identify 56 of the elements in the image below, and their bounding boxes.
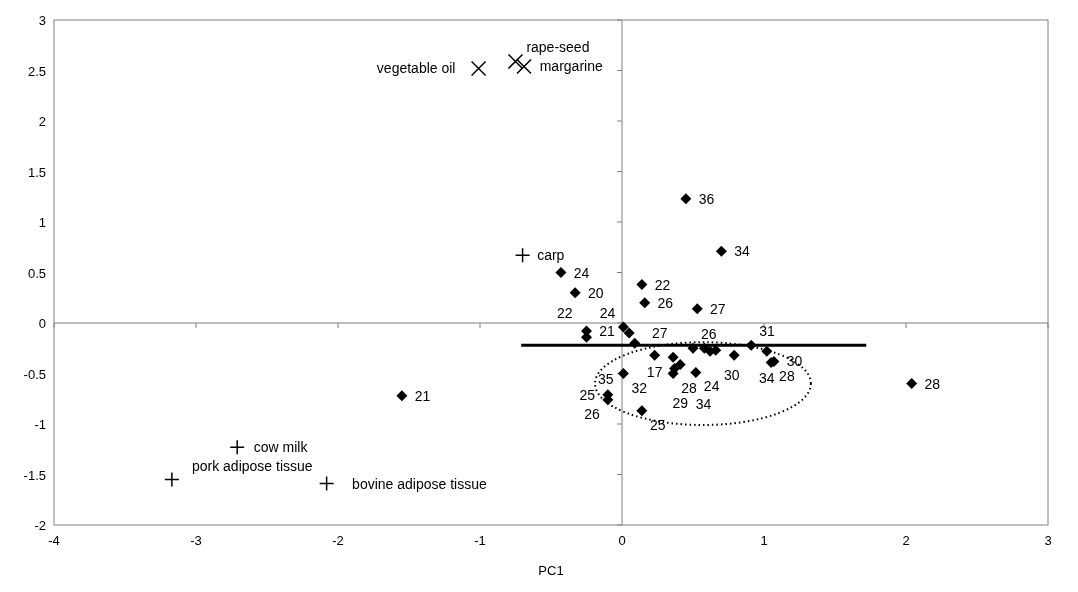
annotation: 30	[724, 367, 740, 384]
y-tick-label: -1	[34, 417, 46, 432]
y-tick-label: -2	[34, 518, 46, 533]
annotation: carp	[537, 247, 565, 264]
annotation: 34	[695, 396, 712, 413]
annotation: bovine adipose tissue	[352, 475, 487, 492]
y-tick-label: -0.5	[23, 366, 46, 382]
annotation: 31	[759, 323, 776, 340]
y-tick-label: 0	[38, 316, 46, 331]
x-tick-label: -1	[474, 533, 486, 548]
x-tick-label: 0	[618, 533, 626, 548]
annotation: 34	[734, 243, 750, 260]
x-tick-label: 2	[902, 533, 910, 548]
y-tick-label: 1.5	[27, 164, 46, 180]
annotation: pork adipose tissue	[191, 457, 313, 474]
annotation: 32	[631, 379, 648, 396]
annotation: 22	[654, 276, 671, 293]
annotation: 26	[584, 405, 600, 422]
annotation: 28	[924, 375, 941, 392]
annotation: 35	[597, 371, 614, 388]
annotation: 20	[587, 284, 604, 301]
annotation: 30	[786, 353, 803, 370]
annotation: 21	[599, 323, 616, 340]
y-tick-label: 3	[38, 13, 46, 28]
annotation: margarine	[539, 58, 603, 75]
annotation: 28	[779, 368, 795, 385]
x-tick-label: -2	[332, 533, 344, 548]
annotation: 24	[573, 264, 590, 281]
annotation: 26	[701, 326, 717, 343]
x-axis-title: PC1	[538, 563, 564, 578]
x-tick-label: 1	[760, 533, 768, 548]
annotation: vegetable oil	[376, 60, 456, 77]
annotation: 27	[710, 300, 726, 317]
annotation: 29	[672, 395, 689, 412]
annotation: 24	[703, 378, 720, 395]
annotation: 21	[414, 387, 431, 404]
annotation: cow milk	[253, 439, 309, 456]
annotation: 36	[698, 190, 715, 207]
annotation: 27	[651, 325, 668, 342]
annotation: rape-seed	[526, 39, 590, 56]
y-tick-label: 2.5	[27, 63, 46, 79]
annotation: 34	[759, 370, 775, 387]
annotation: 17	[646, 364, 663, 381]
annotation: 22	[556, 305, 573, 322]
annotation: 24	[599, 305, 616, 322]
annotation: 25	[579, 386, 596, 403]
annotation: 25	[649, 416, 666, 433]
annotation: 28	[681, 379, 697, 396]
y-tick-label: -1.5	[23, 467, 46, 483]
y-tick-label: 0.5	[27, 265, 46, 281]
y-tick-label: 1	[38, 215, 46, 230]
x-tick-label: 3	[1044, 533, 1052, 548]
x-tick-label: -3	[190, 533, 202, 548]
y-tick-label: 2	[38, 114, 46, 129]
x-tick-label: -4	[48, 533, 60, 548]
annotation: 26	[657, 294, 674, 311]
